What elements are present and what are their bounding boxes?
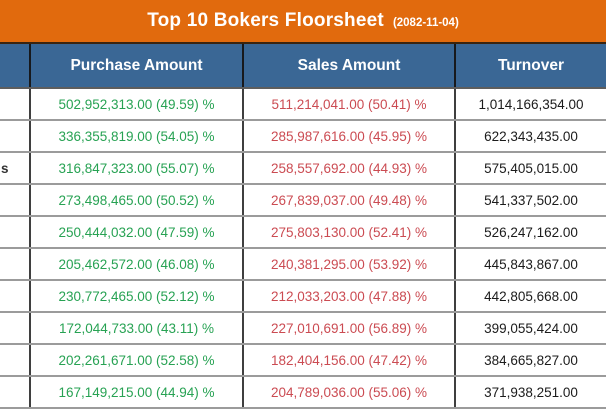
sales-amount-cell: 285,987,616.00 (45.95) % [244, 121, 456, 151]
broker-name-cell [0, 281, 31, 311]
broker-name-cell [0, 345, 31, 375]
broker-name-cell [0, 121, 31, 151]
column-header-sales: Sales Amount [244, 44, 456, 87]
broker-name-cell [0, 313, 31, 343]
purchase-amount-cell: 167,149,215.00 (44.94) % [31, 377, 244, 407]
turnover-cell: 399,055,424.00 [484, 320, 578, 336]
turnover-cell: 541,337,502.00 [484, 192, 578, 208]
table-row: 230,772,465.00 (52.12) % 212,033,203.00 … [0, 281, 606, 313]
purchase-amount-cell: 273,498,465.00 (50.52) % [31, 185, 244, 215]
purchase-amount-cell: 202,261,671.00 (52.58) % [31, 345, 244, 375]
sales-amount-cell: 240,381,295.00 (53.92) % [244, 249, 456, 279]
purchase-amount-cell: 172,044,733.00 (43.11) % [31, 313, 244, 343]
table-row: 167,149,215.00 (44.94) % 204,789,036.00 … [0, 377, 606, 409]
title-bar: Top 10 Bokers Floorsheet (2082-11-04) [0, 0, 606, 44]
page-title: Top 10 Bokers Floorsheet [147, 10, 384, 31]
turnover-cell: 371,938,251.00 [484, 384, 578, 400]
sales-amount-cell: 258,557,692.00 (44.93) % [244, 153, 456, 183]
table-row: 502,952,313.00 (49.59) % 511,214,041.00 … [0, 89, 606, 121]
table-row: s 316,847,323.00 (55.07) % 258,557,692.0… [0, 153, 606, 185]
title-date: (2082-11-04) [392, 17, 459, 29]
broker-name-cell [0, 217, 31, 247]
broker-name-cell [0, 89, 31, 119]
broker-name-cell [0, 377, 31, 407]
sales-amount-cell: 275,803,130.00 (52.41) % [244, 217, 456, 247]
sales-amount-cell: 182,404,156.00 (47.42) % [244, 345, 456, 375]
table-row: 205,462,572.00 (46.08) % 240,381,295.00 … [0, 249, 606, 281]
broker-name-cell [0, 185, 31, 215]
turnover-cell: 445,843,867.00 [484, 256, 578, 272]
broker-name-cell [0, 249, 31, 279]
purchase-amount-cell: 230,772,465.00 (52.12) % [31, 281, 244, 311]
turnover-cell: 526,247,162.00 [484, 224, 578, 240]
sales-amount-cell: 204,789,036.00 (55.06) % [244, 377, 456, 407]
purchase-amount-cell: 205,462,572.00 (46.08) % [31, 249, 244, 279]
column-header-purchase: Purchase Amount [31, 44, 244, 87]
table-row: 336,355,819.00 (54.05) % 285,987,616.00 … [0, 121, 606, 153]
broker-name-cell: s [0, 153, 31, 183]
table-row: 202,261,671.00 (52.58) % 182,404,156.00 … [0, 345, 606, 377]
table-row: 250,444,032.00 (47.59) % 275,803,130.00 … [0, 217, 606, 249]
turnover-cell: 575,405,015.00 [484, 160, 578, 176]
turnover-cell: 442,805,668.00 [484, 288, 578, 304]
sales-amount-cell: 227,010,691.00 (56.89) % [244, 313, 456, 343]
table-row: 172,044,733.00 (43.11) % 227,010,691.00 … [0, 313, 606, 345]
column-header-broker [0, 44, 31, 87]
purchase-amount-cell: 316,847,323.00 (55.07) % [31, 153, 244, 183]
table-row: 273,498,465.00 (50.52) % 267,839,037.00 … [0, 185, 606, 217]
turnover-cell: 622,343,435.00 [484, 128, 578, 144]
purchase-amount-cell: 336,355,819.00 (54.05) % [31, 121, 244, 151]
turnover-cell: 384,665,827.00 [484, 352, 578, 368]
purchase-amount-cell: 250,444,032.00 (47.59) % [31, 217, 244, 247]
table-header-row: Purchase Amount Sales Amount Turnover [0, 44, 606, 89]
turnover-cell: 1,014,166,354.00 [478, 96, 584, 112]
purchase-amount-cell: 502,952,313.00 (49.59) % [31, 89, 244, 119]
sales-amount-cell: 212,033,203.00 (47.88) % [244, 281, 456, 311]
table-body: 502,952,313.00 (49.59) % 511,214,041.00 … [0, 89, 606, 409]
column-header-turnover: Turnover [497, 56, 565, 74]
sales-amount-cell: 511,214,041.00 (50.41) % [244, 89, 456, 119]
sales-amount-cell: 267,839,037.00 (49.48) % [244, 185, 456, 215]
